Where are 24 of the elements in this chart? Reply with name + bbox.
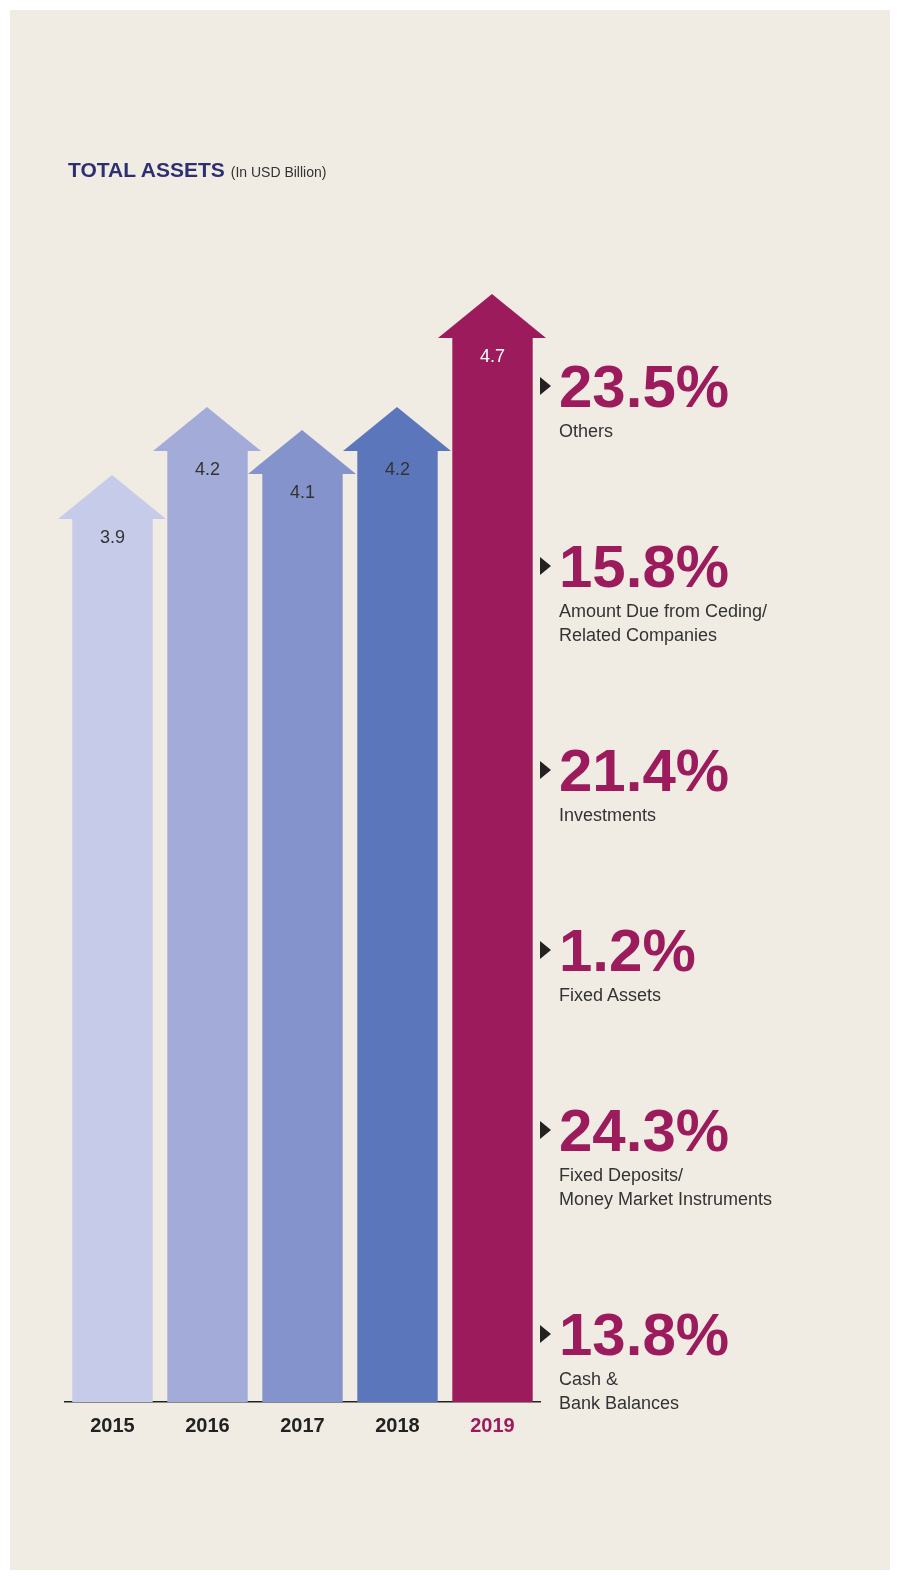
text: 24.3% [559, 1097, 731, 1164]
x-tick-label: 2015 [90, 1413, 135, 1436]
text: 1.2% [559, 917, 696, 984]
x-tick-label: 2016 [185, 1413, 230, 1436]
text: 23.5% [559, 353, 730, 420]
data-label: 3.9 [99, 527, 126, 548]
text: Fixed Assets [559, 984, 663, 1007]
data-label: 4.2 [384, 459, 411, 480]
text: 13.8% [559, 1301, 730, 1368]
text: 21.4% [559, 737, 730, 804]
chart-title: TOTAL ASSETS [68, 158, 225, 181]
text: Investments [559, 804, 658, 827]
data-label: 4.2 [194, 459, 221, 480]
chart-subtitle: (In USD Billion) [230, 164, 327, 180]
data-label: 4.1 [289, 481, 316, 502]
text: Cash & Bank Balances [559, 1368, 681, 1415]
data-label: 4.7 [479, 345, 506, 366]
x-tick-label: 2019 [470, 1413, 515, 1436]
x-tick-label: 2017 [280, 1413, 325, 1436]
text: Amount Due from Ceding/ Related Companies [559, 600, 768, 647]
text: Fixed Deposits/ Money Market Instruments [559, 1164, 773, 1211]
text: Others [559, 420, 615, 443]
text: 15.8% [559, 533, 731, 600]
x-tick-label: 2018 [375, 1413, 420, 1436]
